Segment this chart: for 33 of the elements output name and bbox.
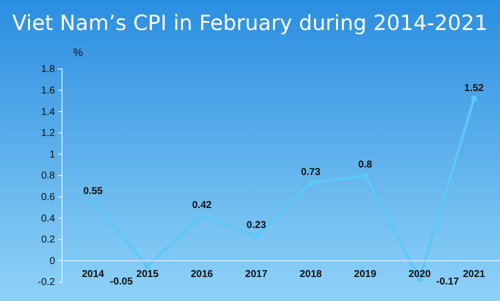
x-tick-label: 2021 [462,268,486,280]
data-label: 0.23 [246,220,266,232]
y-tick-label: 0.8 [41,170,56,182]
point [253,233,260,240]
point [144,262,151,270]
chart-title: Viet Nam’s CPI in February during 2014-2021 [12,11,488,35]
x-tick-label: 2016 [190,268,214,280]
data-label: 0.8 [358,160,373,170]
data-label: 0.42 [192,200,212,211]
data-label: 0.73 [300,166,321,178]
x-tick-label: 2018 [300,268,322,280]
x-tick-label: 2019 [354,268,377,280]
y-tick-label: 1 [49,149,56,160]
data-label: -0.05 [110,276,134,288]
y-tick-label: 1.4 [41,106,56,118]
x-tick-label: 2014 [82,268,105,280]
point [198,212,205,220]
point [470,96,478,102]
y-tick-label: 0.4 [41,213,56,224]
x-tick-label: 2015 [136,268,159,280]
data-label: -0.17 [436,276,460,288]
y-tick-label: -0.2 [38,277,56,288]
y-tick-label: 0.6 [41,192,56,203]
data-label: 1.52 [464,82,484,94]
y-axis-title: % [73,47,84,59]
data-label: 0.55 [83,186,104,198]
x-tick-label: 2020 [408,268,432,280]
y-tick-label: 1.2 [41,128,56,140]
y-tick-label: 1.6 [41,86,56,96]
y-tick-label: 0 [49,256,56,267]
y-tick-label: 0.2 [41,234,56,246]
x-tick-label: 2017 [245,268,268,280]
y-tick-label: 1.8 [41,64,56,76]
